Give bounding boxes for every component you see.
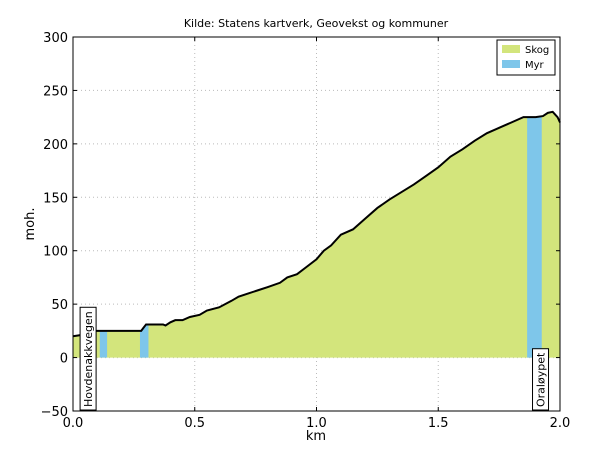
annotation: Hovdenakkvegen bbox=[79, 306, 97, 411]
x-tick-label: 0.5 bbox=[184, 416, 205, 431]
y-tick-label: 200 bbox=[43, 138, 68, 153]
area bbox=[73, 111, 560, 358]
myr-band bbox=[527, 116, 542, 358]
profile-line bbox=[72, 110, 561, 338]
y-tick-label: 100 bbox=[43, 245, 68, 260]
legend-label: Skog bbox=[525, 45, 549, 56]
y-tick-label: 300 bbox=[43, 31, 68, 46]
annotation-text: Oraløypet bbox=[535, 352, 548, 407]
legend-label: Myr bbox=[525, 60, 545, 71]
x-tick-label: 1.5 bbox=[428, 416, 449, 431]
x-tick-label: 2.0 bbox=[550, 416, 571, 431]
legend-swatch bbox=[502, 45, 520, 53]
x-tick-label: 1.0 bbox=[306, 416, 327, 431]
y-tick-label: 150 bbox=[43, 191, 68, 206]
x-axis-label: km bbox=[306, 429, 326, 444]
annotation-text: Hovdenakkvegen bbox=[82, 311, 95, 407]
y-tick-label: 0 bbox=[60, 352, 68, 367]
annotation: Oraløypet bbox=[532, 348, 550, 411]
x-tick-label: 0.0 bbox=[63, 416, 84, 431]
y-tick-label: −50 bbox=[41, 405, 68, 420]
y-axis-label: moh. bbox=[23, 208, 38, 241]
chart-title: Kilde: Statens kartverk, Geovekst og kom… bbox=[184, 17, 449, 30]
y-tick-label: 250 bbox=[43, 84, 68, 99]
y-tick-label: 50 bbox=[51, 298, 68, 313]
legend-swatch bbox=[502, 60, 520, 68]
myr-band bbox=[139, 324, 149, 358]
annotation-box bbox=[79, 306, 97, 411]
legend-box bbox=[496, 39, 556, 76]
myr-band bbox=[99, 330, 108, 358]
annotation-box bbox=[532, 348, 550, 411]
